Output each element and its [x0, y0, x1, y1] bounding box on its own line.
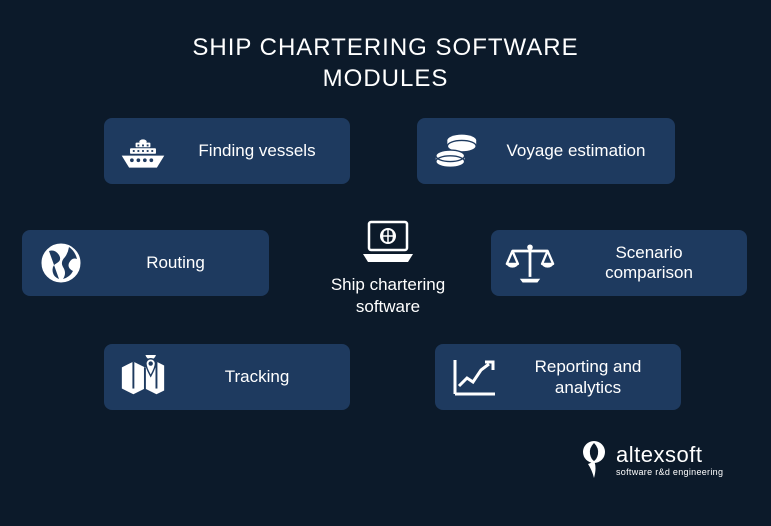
module-tracking: Tracking	[104, 344, 350, 410]
brand-logo: altexsoft software r&d engineering	[580, 440, 723, 480]
logo-tagline: software r&d engineering	[616, 468, 723, 477]
page-title: SHIP CHARTERING SOFTWARE MODULES	[0, 0, 771, 94]
module-voyage: Voyage estimation	[417, 118, 675, 184]
title-line-1: SHIP CHARTERING SOFTWARE	[192, 34, 578, 61]
scale-icon	[505, 241, 555, 285]
module-label: Tracking	[184, 367, 330, 387]
ship-icon	[118, 129, 168, 173]
map-icon	[118, 355, 168, 399]
logo-mark-icon	[580, 440, 608, 480]
module-finding: Finding vessels	[104, 118, 350, 184]
globe-icon	[36, 241, 86, 285]
module-label: Scenario comparison	[571, 243, 727, 283]
module-label: Routing	[102, 253, 249, 273]
module-label: Voyage estimation	[497, 141, 655, 161]
module-label: Reporting andanalytics	[515, 356, 661, 399]
module-reporting: Reporting andanalytics	[435, 344, 681, 410]
module-label: Finding vessels	[184, 141, 330, 161]
module-routing: Routing	[22, 230, 269, 296]
center-module: Ship chartering software	[328, 220, 448, 318]
module-scenario: Scenario comparison	[491, 230, 747, 296]
center-label-line-2: software	[328, 296, 448, 318]
logo-brand-text: altexsoft	[616, 444, 723, 466]
coins-icon	[431, 129, 481, 173]
chart-icon	[449, 355, 499, 399]
center-label-line-1: Ship chartering	[328, 274, 448, 296]
title-line-2: MODULES	[323, 65, 449, 92]
laptop-icon	[328, 220, 448, 264]
